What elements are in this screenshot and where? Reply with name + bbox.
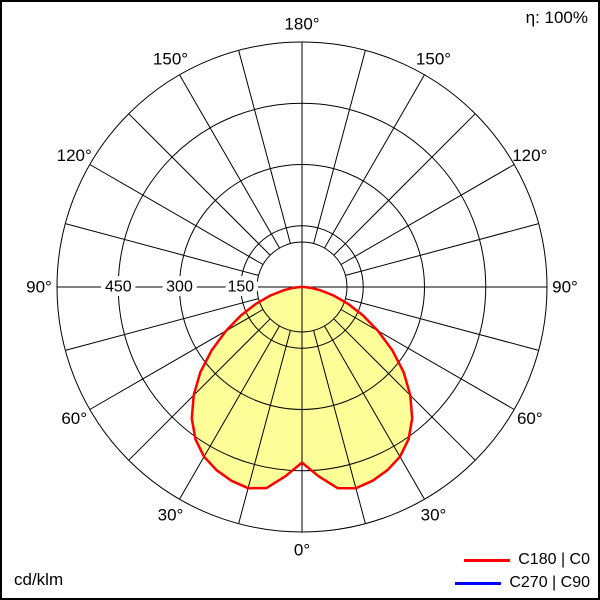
- angle-tick-label: 120°: [512, 146, 547, 165]
- legend-item-c90: C270 | C90: [455, 574, 590, 592]
- radial-tick-label: 150: [227, 279, 254, 296]
- grid-spoke: [128, 113, 271, 256]
- legend-label-c0: C180 | C0: [518, 551, 590, 568]
- legend: C180 | C0 C270 | C90: [455, 551, 590, 592]
- grid-spoke: [238, 50, 291, 244]
- radial-tick-label: 300: [166, 279, 193, 296]
- grid-spoke: [340, 164, 515, 265]
- angle-tick-label: 90°: [26, 278, 52, 297]
- angle-tick-label: 30°: [421, 505, 447, 524]
- legend-line-c90-icon: [455, 581, 502, 585]
- legend-line-c0-icon: [464, 558, 511, 562]
- grid-spoke: [324, 74, 425, 249]
- grid-spoke: [340, 309, 515, 410]
- angle-tick-label: 30°: [158, 505, 184, 524]
- angle-tick-label: 90°: [552, 278, 578, 297]
- grid-spoke: [65, 298, 259, 351]
- angle-tick-label: 180°: [284, 15, 319, 34]
- angle-tick-label: 60°: [61, 409, 87, 428]
- efficiency-label: η: 100%: [525, 8, 588, 27]
- grid-spoke: [238, 330, 291, 524]
- grid-spoke: [89, 164, 264, 265]
- legend-label-c90: C270 | C90: [509, 574, 590, 591]
- grid-spoke: [333, 113, 476, 256]
- grid-spoke: [333, 318, 476, 461]
- polar-grid: [56, 41, 548, 533]
- grid-spoke: [313, 50, 366, 244]
- angle-tick-label: 0°: [294, 541, 310, 560]
- angle-tick-label: 150°: [153, 50, 188, 69]
- curve-c180-c0: [190, 285, 414, 490]
- legend-item-c0: C180 | C0: [455, 551, 590, 569]
- grid-spoke: [65, 223, 259, 276]
- radial-tick-label: 450: [105, 279, 132, 296]
- unit-label: cd/klm: [14, 570, 64, 589]
- grid-spoke: [345, 223, 539, 276]
- grid-spoke: [89, 309, 264, 410]
- grid-spoke: [324, 325, 425, 500]
- grid-spoke: [179, 325, 280, 500]
- grid-spoke: [345, 298, 539, 351]
- grid-spoke: [179, 74, 280, 249]
- angle-tick-label: 60°: [517, 409, 543, 428]
- angle-tick-label: 150°: [416, 50, 451, 69]
- grid-spoke: [313, 330, 366, 524]
- angle-tick-label: 120°: [57, 146, 92, 165]
- grid-spoke: [128, 318, 271, 461]
